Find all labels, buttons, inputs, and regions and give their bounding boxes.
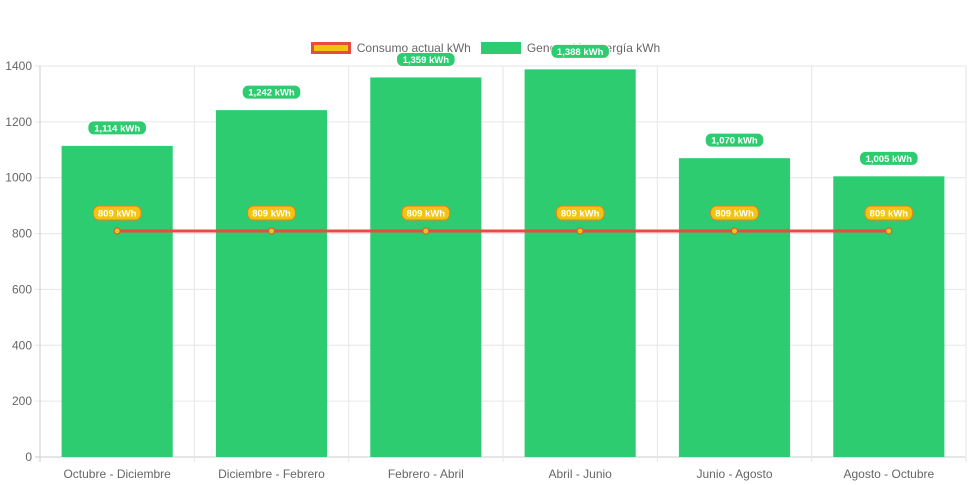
line-data-label: 809 kWh [98,209,137,220]
line-data-label-bg [401,205,451,221]
line-data-label: 809 kWh [561,209,600,220]
line-point [731,227,738,235]
line-point [113,227,121,235]
y-tick-label: 1200 [5,115,32,129]
y-tick-label: 1400 [5,59,32,73]
line-data-label: 809 kWh [715,209,754,220]
x-tick-label: Diciembre - Febrero [218,467,325,481]
line-point [576,227,584,235]
bar-data-label-bg [396,51,456,67]
bar [370,77,482,457]
bar [524,69,636,457]
x-tick-label: Octubre - Diciembre [63,467,171,481]
legend-item-consumo[interactable]: Consumo actual kWh [310,41,471,55]
line-data-label-bg [555,205,605,221]
bar-data-label: 1,359 kWh [403,55,450,66]
bar-data-label: 1,242 kWh [248,88,295,99]
x-tick-label: Febrero - Abril [388,467,464,481]
y-tick-label: 200 [12,394,32,408]
bar [678,158,791,457]
x-tick-label: Agosto - Octubre [843,467,934,481]
y-tick-label: 0 [25,450,32,464]
y-tick-label: 400 [12,338,32,352]
bar-data-label: 1,070 kWh [711,136,758,147]
line-data-label: 809 kWh [252,209,291,220]
line-data-label: 809 kWh [407,209,446,220]
bar-data-label-bg [241,84,302,100]
line-data-label-bg [864,205,914,221]
x-tick-label: Abril - Junio [548,467,612,481]
bar [833,176,945,457]
bar-data-label-bg [704,132,765,148]
line-point [885,227,893,235]
line-data-label-bg [710,205,759,221]
bar [215,110,328,458]
bar [61,145,173,457]
legend-swatch-generacion [480,42,521,54]
line-point [422,227,430,235]
bar-data-label: 1,005 kWh [866,154,913,165]
y-tick-label: 1000 [5,171,32,185]
bar-data-label: 1,114 kWh [94,123,140,134]
line-data-label-bg [247,205,296,221]
y-tick-label: 800 [12,227,32,241]
bar-data-label-bg [550,43,610,59]
y-tick-label: 600 [12,282,32,296]
x-tick-label: Junio - Agosto [696,467,772,481]
bar-data-label-bg [859,150,919,166]
legend-swatch-consumo [310,42,351,54]
legend-label-consumo: Consumo actual kWh [356,41,471,55]
line-data-label: 809 kWh [870,209,909,220]
line-point [268,227,275,235]
bar-data-label-bg [87,120,147,136]
line-data-label-bg [92,205,142,221]
bar-data-label: 1,388 kWh [557,47,604,58]
